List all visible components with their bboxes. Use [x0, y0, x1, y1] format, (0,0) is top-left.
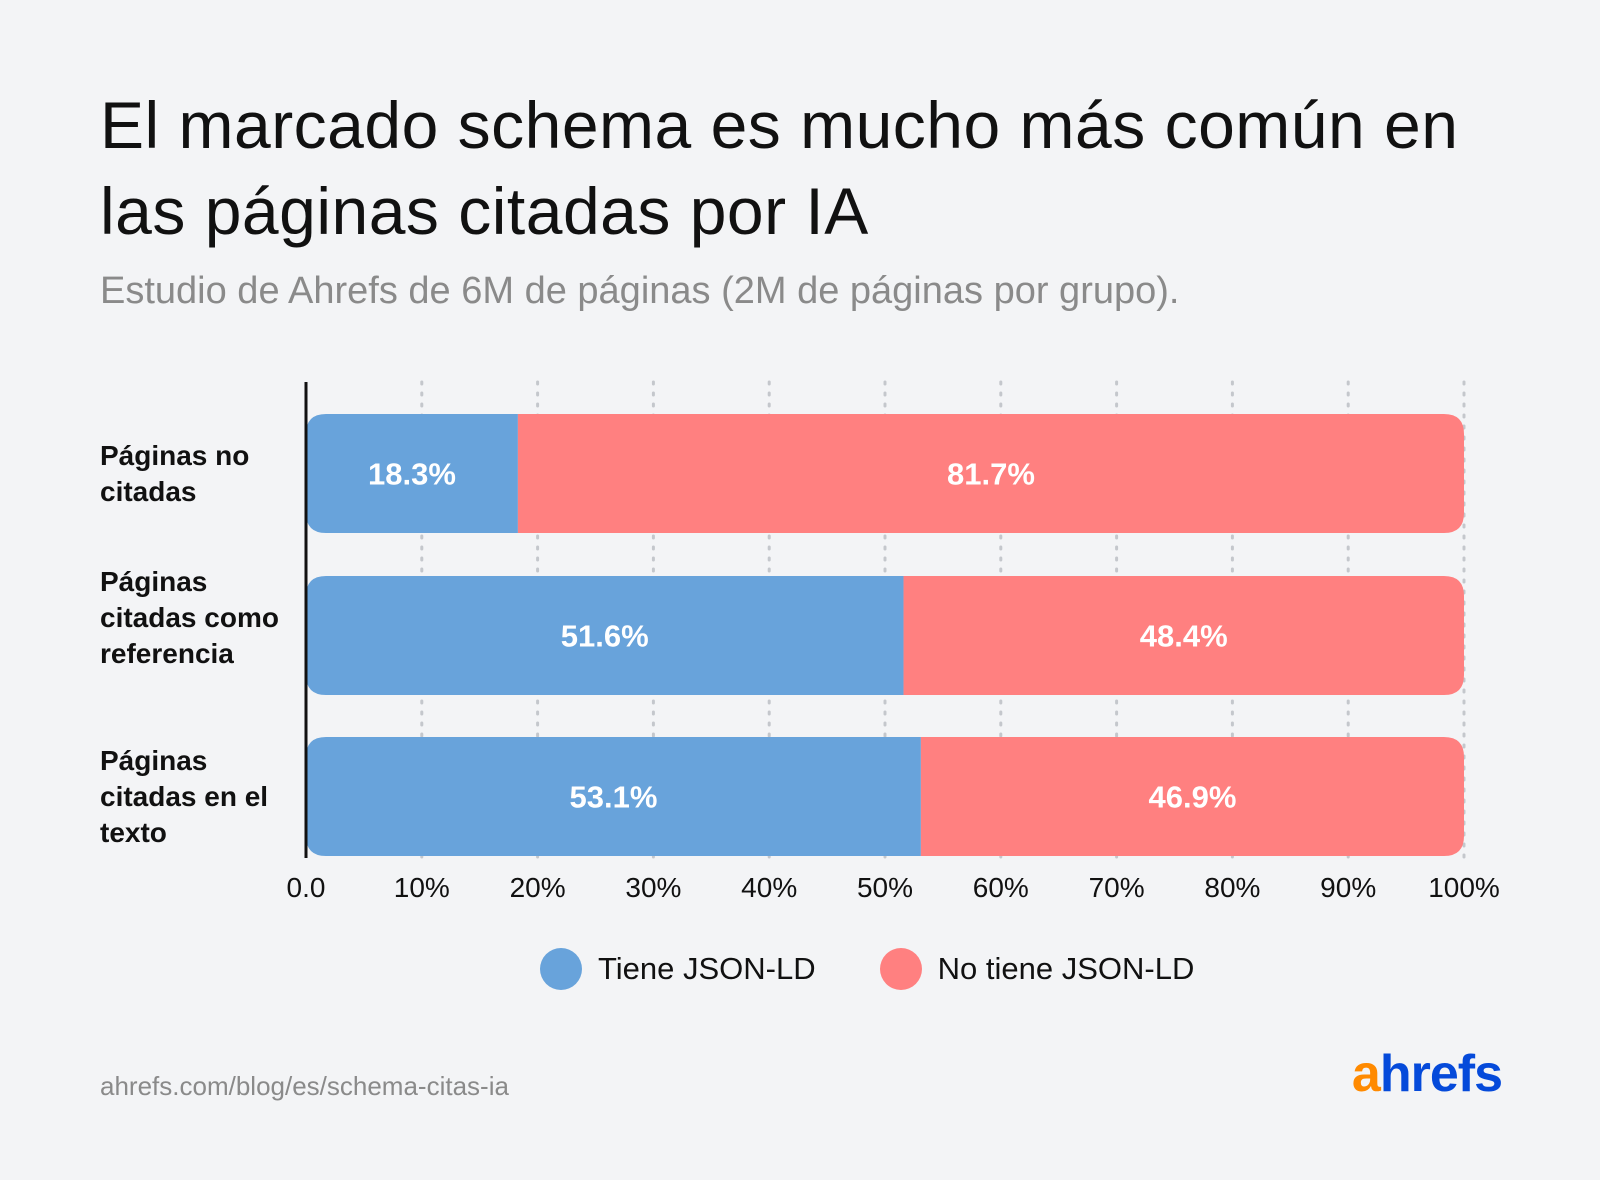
x-tick-label: 40% — [741, 872, 797, 900]
x-tick-label: 60% — [973, 872, 1029, 900]
data-label: 48.4% — [1140, 619, 1228, 654]
bar-segment — [306, 737, 921, 856]
data-label: 81.7% — [947, 457, 1035, 492]
legend-swatch-no-tiene — [879, 948, 922, 990]
x-tick-label: 0.0 — [287, 872, 326, 900]
x-tick-label: 90% — [1320, 872, 1376, 900]
data-label: 18.3% — [368, 457, 456, 492]
bar-segment — [306, 414, 518, 533]
category-label: Páginas citadas en el texto — [100, 744, 269, 848]
legend-label-no-tiene: No tiene JSON-LD — [937, 951, 1195, 986]
bar-segment — [920, 737, 1464, 856]
category-label: Páginas no citadas — [100, 439, 250, 507]
stacked-bar-chart: 18.3% 81.7% 51.6% 48.4% 53.1% 46.9% 0.0 10% 20% 3… — [287, 380, 1500, 900]
x-tick-label: 10% — [394, 872, 450, 900]
data-label: 53.1% — [569, 780, 657, 815]
x-tick-label: 100% — [1428, 872, 1500, 900]
data-label: 51.6% — [561, 619, 649, 654]
bar-segment — [903, 576, 1464, 695]
legend-swatch-tiene — [540, 948, 582, 990]
chart-title: El marcado schema es mucho más común en … — [100, 88, 1459, 248]
legend-item-tiene-json-ld: Tiene JSON-LD — [540, 948, 816, 990]
legend-item-no-tiene-json-ld: No tiene JSON-LD — [879, 948, 1195, 990]
bar-segment — [517, 414, 1464, 533]
bar-segment — [306, 576, 904, 695]
category-label: Páginas citadas como referencia — [100, 565, 279, 669]
data-label: 46.9% — [1148, 780, 1236, 815]
source-url: ahrefs.com/blog/es/schema-citas-ia — [100, 1071, 509, 1101]
chart-subtitle: Estudio de Ahrefs de 6M de páginas (2M d… — [100, 270, 1180, 312]
x-tick-label: 30% — [625, 872, 681, 900]
ahrefs-logo: ahrefs — [1351, 1045, 1503, 1103]
x-tick-label: 70% — [1089, 872, 1145, 900]
x-tick-label: 20% — [510, 872, 566, 900]
x-tick-label: 50% — [857, 872, 913, 900]
legend-label-tiene: Tiene JSON-LD — [598, 951, 816, 986]
legend: Tiene JSON-LD No tiene JSON-LD — [540, 945, 1258, 993]
x-tick-label: 80% — [1204, 872, 1260, 900]
